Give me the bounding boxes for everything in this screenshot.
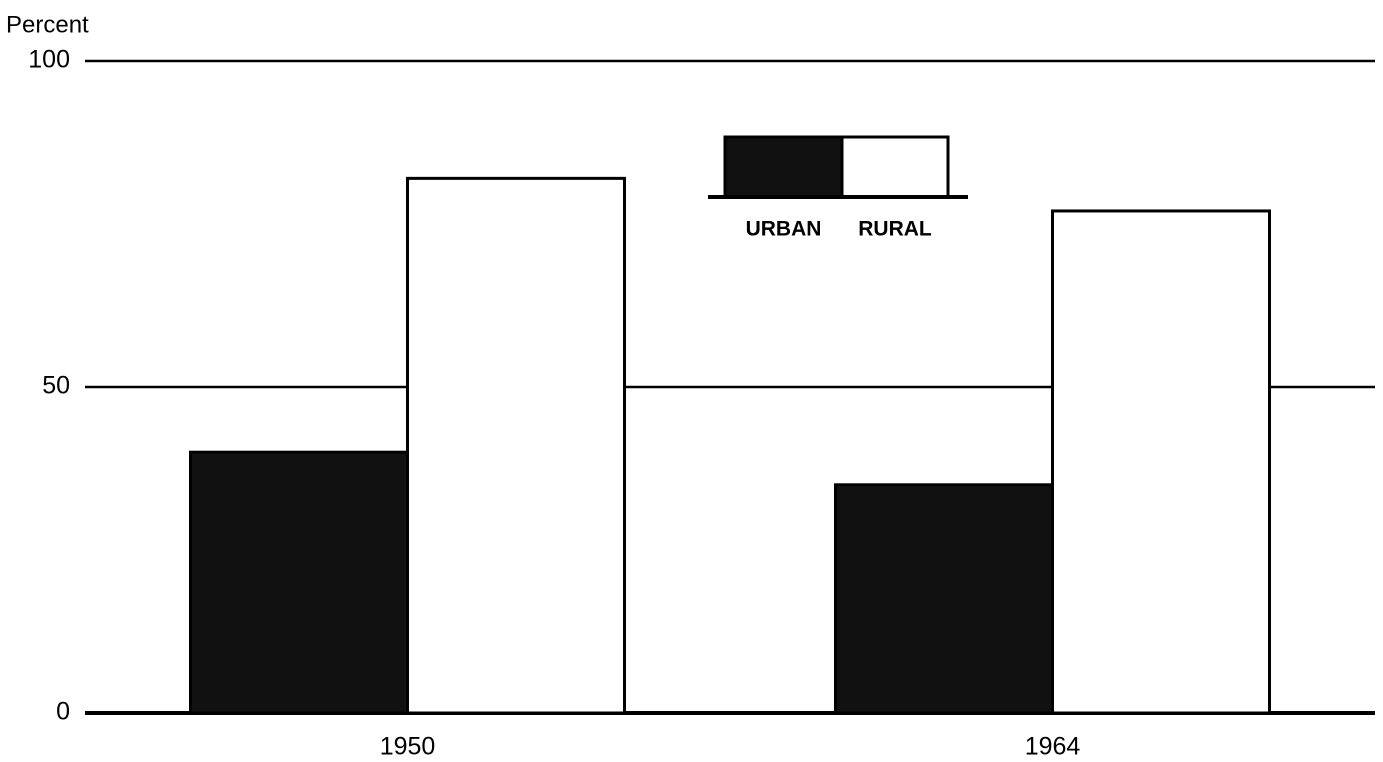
legend-swatch	[723, 135, 844, 199]
x-tick-label: 1964	[1025, 733, 1081, 761]
legend-label: URBAN	[746, 218, 822, 241]
bar	[189, 450, 409, 715]
y-tick-label: 100	[28, 46, 70, 74]
bar	[834, 483, 1054, 715]
bars: 1950 1964	[189, 176, 1271, 761]
x-tick-label: 1950	[380, 733, 436, 761]
legend-label: RURAL	[858, 218, 932, 241]
legend: URBAN RURAL	[708, 135, 968, 241]
y-tick-label: 0	[56, 698, 70, 726]
bar	[406, 176, 626, 715]
legend-swatch	[840, 135, 950, 199]
y-axis-label: Percent	[6, 11, 89, 38]
y-tick-label: 50	[42, 372, 70, 400]
bar	[1051, 209, 1271, 715]
